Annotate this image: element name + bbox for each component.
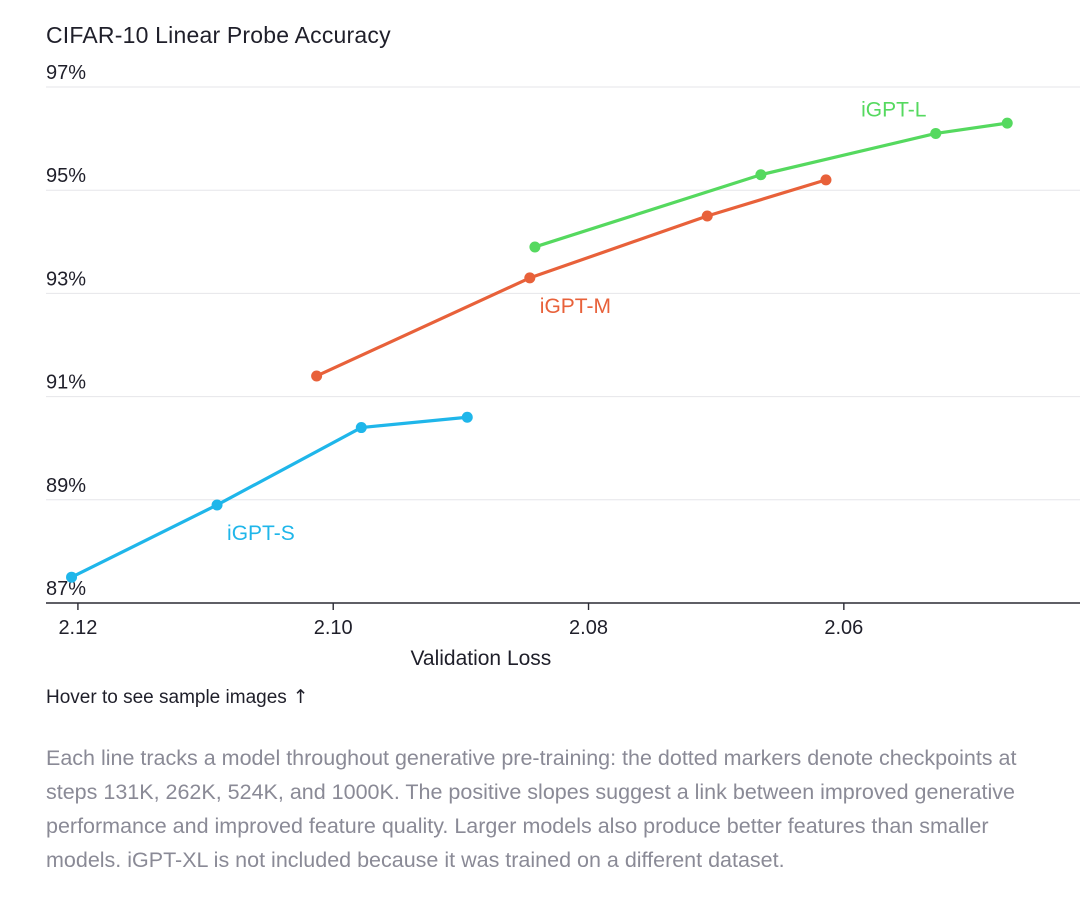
y-axis-ticks: 87% 89% 91% 93% 95% 97%	[46, 62, 86, 600]
x-tick-label: 2.08	[569, 617, 608, 639]
data-point[interactable]	[461, 411, 473, 423]
series-label: iGPT-L	[861, 98, 926, 121]
y-tick-label: 93%	[46, 268, 86, 290]
series-line	[533, 121, 1009, 249]
series-group: iGPT-S iGPT-M iGPT-L	[66, 98, 1013, 583]
x-tick-label: 2.10	[314, 617, 353, 639]
data-point[interactable]	[701, 210, 713, 222]
series-igpt-s: iGPT-S	[66, 411, 473, 583]
y-tick-label: 91%	[46, 372, 86, 394]
x-tick-label: 2.06	[824, 617, 863, 639]
y-tick-label: 95%	[46, 165, 86, 187]
y-tick-label: 89%	[46, 475, 86, 497]
data-point[interactable]	[820, 174, 832, 186]
data-point[interactable]	[66, 571, 78, 583]
chart-title: CIFAR-10 Linear Probe Accuracy	[46, 22, 391, 48]
figure-caption: Each line tracks a model throughout gene…	[46, 746, 1017, 872]
data-point[interactable]	[524, 272, 536, 284]
data-point[interactable]	[211, 499, 223, 511]
arrow-up-icon: ↑	[292, 686, 309, 708]
y-tick-label: 97%	[46, 62, 86, 84]
series-igpt-m: iGPT-M	[311, 174, 832, 382]
series-label: iGPT-M	[540, 295, 611, 318]
line-chart[interactable]: 87% 89% 91% 93% 95% 97% 2.12 2.10 2.08 2.06 Vali…	[0, 0, 1080, 680]
data-point[interactable]	[529, 241, 541, 253]
series-igpt-l: iGPT-L	[529, 98, 1013, 253]
x-tick-label: 2.12	[58, 617, 97, 639]
grid-lines	[46, 86, 1080, 501]
data-point[interactable]	[311, 370, 323, 382]
x-axis-ticks: 2.12 2.10 2.08 2.06	[58, 603, 863, 639]
data-point[interactable]	[355, 422, 367, 434]
x-axis-label: Validation Loss	[410, 647, 551, 670]
y-tick-label: 87%	[46, 578, 86, 600]
hover-hint[interactable]: Hover to see sample images ↑	[46, 686, 309, 709]
series-line	[315, 178, 828, 378]
data-point[interactable]	[755, 169, 767, 181]
series-label: iGPT-S	[227, 522, 295, 545]
hover-hint-text: Hover to see sample images	[46, 687, 287, 708]
data-point[interactable]	[930, 127, 942, 139]
data-point[interactable]	[1001, 117, 1013, 129]
series-line	[69, 415, 469, 579]
